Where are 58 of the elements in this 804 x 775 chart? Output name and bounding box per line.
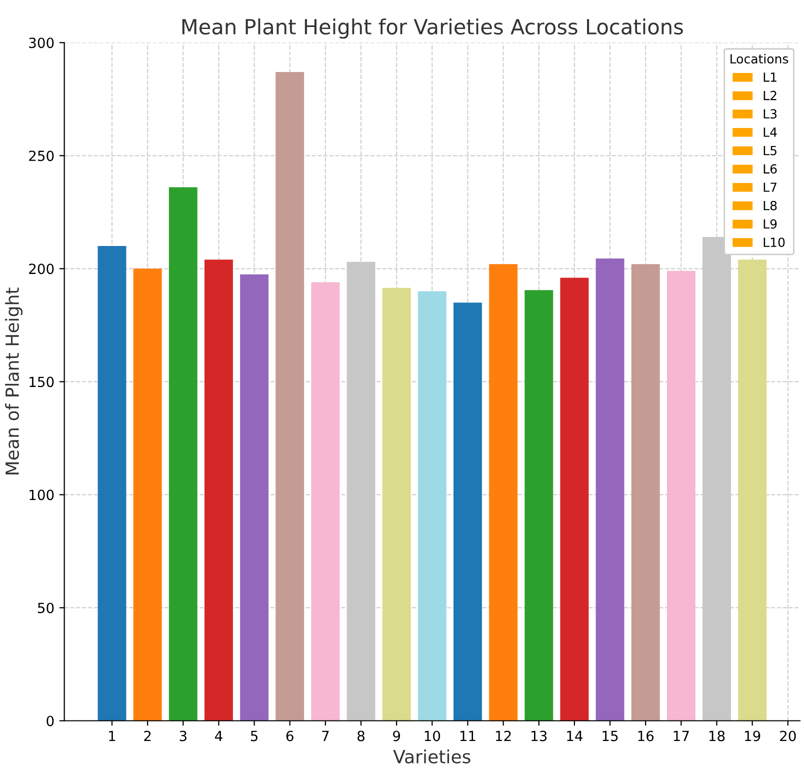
x-tick-label: 17 [674, 730, 689, 742]
x-tick-label: 1 [109, 730, 116, 742]
bar [453, 302, 482, 721]
bar [168, 187, 198, 721]
y-axis-title: Mean of Plant Height [5, 288, 23, 474]
x-tick-label: 2 [144, 730, 151, 742]
x-tick-label: 11 [460, 730, 476, 742]
y-tick-label: 50 [38, 602, 54, 614]
x-tick-label: 20 [780, 730, 796, 742]
x-axis-title: Varieties [393, 749, 470, 764]
legend-label: L8 [764, 200, 777, 210]
x-tick-label: 14 [567, 730, 582, 742]
x-tick-label: 8 [358, 730, 364, 742]
bar [738, 260, 767, 721]
x-tick-label: 12 [496, 730, 511, 742]
legend-label: L1 [764, 72, 776, 82]
x-tick-label: 3 [180, 730, 186, 742]
x-tick-label: 5 [250, 730, 258, 742]
y-tick-label: 150 [30, 376, 54, 388]
legend-label: L10 [764, 238, 785, 248]
x-tick-label: 16 [638, 730, 654, 742]
y-tick-label: 300 [29, 38, 54, 48]
bar [596, 258, 624, 721]
y-tick-label: 250 [29, 150, 54, 162]
x-tick-label: 13 [532, 730, 547, 742]
bar [524, 290, 554, 721]
y-tick-label: 0 [46, 716, 54, 726]
bar [311, 282, 340, 721]
bar [276, 72, 304, 721]
x-tick-label: 4 [214, 730, 222, 742]
y-tick-label: 100 [30, 490, 54, 500]
x-tick-label: 10 [424, 730, 440, 742]
chart-title: Mean Plant Height for Varieties Across Locations [182, 18, 683, 39]
bar [418, 291, 446, 721]
bar [666, 270, 696, 721]
legend-label: L3 [764, 109, 777, 119]
bar [560, 278, 589, 721]
bar [382, 288, 411, 721]
bar [204, 260, 233, 721]
bar [98, 246, 126, 721]
legend-label: L7 [764, 182, 776, 192]
legend-label: L5 [764, 146, 776, 156]
bar [631, 264, 660, 721]
x-tick-label: 7 [322, 730, 329, 742]
bar [489, 264, 518, 721]
y-tick-label: 200 [29, 264, 54, 274]
x-tick-label: 6 [286, 730, 294, 742]
x-tick-label: 19 [745, 730, 760, 742]
x-tick-label: 15 [602, 730, 618, 742]
bar [240, 274, 269, 721]
legend-label: L9 [764, 219, 777, 229]
legend-label: L6 [764, 164, 777, 174]
legend-label: L4 [764, 128, 777, 137]
x-tick-label: 9 [393, 730, 400, 742]
bar [133, 268, 162, 721]
legend-label: L2 [764, 90, 776, 100]
legend-title: Locations [730, 54, 788, 64]
x-tick-label: 18 [709, 730, 725, 742]
